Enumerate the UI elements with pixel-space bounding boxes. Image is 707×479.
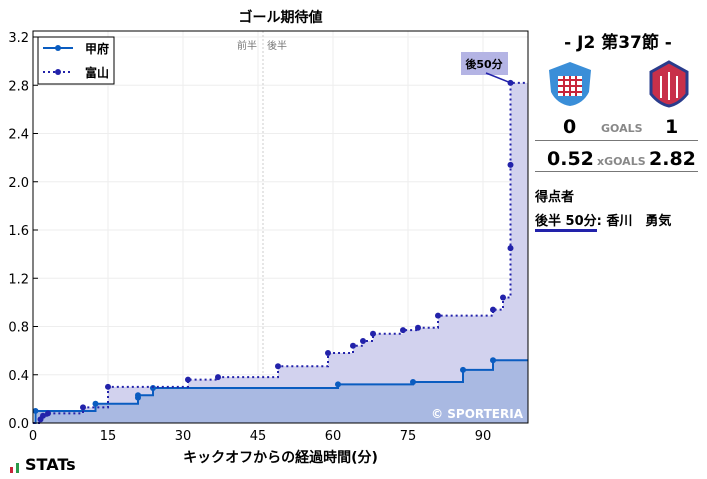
legend-marker bbox=[55, 45, 61, 51]
legend-marker bbox=[55, 69, 61, 75]
data-point bbox=[460, 366, 466, 373]
data-point bbox=[185, 376, 191, 383]
area-富山 bbox=[33, 82, 528, 424]
stats-logo: STATs bbox=[10, 457, 76, 473]
data-point bbox=[400, 327, 406, 334]
xg-label: xGOALS bbox=[597, 155, 646, 168]
data-point bbox=[435, 312, 441, 319]
data-point bbox=[32, 407, 39, 414]
goals-row: 0 GOALS 1 bbox=[535, 114, 698, 141]
data-point bbox=[92, 400, 99, 407]
y-tick-label: 1.2 bbox=[8, 272, 29, 287]
data-point bbox=[370, 330, 376, 337]
data-point bbox=[350, 342, 356, 349]
y-tick-label: 0.0 bbox=[8, 417, 29, 432]
data-point bbox=[215, 374, 221, 381]
data-point bbox=[80, 404, 86, 411]
data-point bbox=[507, 245, 514, 252]
chart-title: ゴール期待値 bbox=[239, 9, 323, 26]
data-point bbox=[135, 392, 141, 399]
y-tick-label: 0.8 bbox=[8, 321, 29, 336]
data-point bbox=[105, 383, 111, 390]
y-tick-label: 2.4 bbox=[8, 128, 29, 143]
goals-label: GOALS bbox=[601, 122, 643, 135]
away-goals: 1 bbox=[665, 116, 679, 138]
first-half-label: 前半 bbox=[237, 39, 257, 52]
xg-row: 0.52 xGOALS 2.82 bbox=[535, 145, 698, 172]
watermark: © SPORTERIA bbox=[431, 407, 524, 421]
data-point bbox=[490, 357, 496, 364]
away-team-crest-icon bbox=[649, 60, 689, 108]
home-goals: 0 bbox=[563, 116, 577, 138]
data-point bbox=[40, 412, 46, 419]
area-甲府 bbox=[33, 360, 528, 423]
second-half-label: 後半 bbox=[267, 39, 287, 52]
scorer-entry: 後半 50分: 香川 勇気 bbox=[535, 210, 672, 232]
legend-label: 富山 bbox=[85, 65, 109, 80]
annotation-arrow bbox=[485, 72, 511, 84]
data-point bbox=[150, 385, 156, 392]
annotation-box bbox=[461, 52, 508, 75]
data-point bbox=[275, 363, 281, 370]
x-axis-label: キックオフからの経過時間(分) bbox=[183, 449, 378, 466]
data-point bbox=[325, 350, 331, 357]
y-tick-label: 3.2 bbox=[8, 31, 29, 46]
scorers-title: 得点者 bbox=[535, 190, 575, 205]
x-tick-label: 0 bbox=[29, 429, 37, 444]
x-tick-label: 90 bbox=[475, 429, 492, 444]
scorer-name: : 香川 勇気 bbox=[596, 214, 672, 229]
legend-label: 甲府 bbox=[85, 41, 109, 56]
x-tick-label: 60 bbox=[325, 429, 342, 444]
data-point bbox=[490, 306, 496, 313]
x-tick-label: 30 bbox=[175, 429, 192, 444]
data-point bbox=[335, 381, 341, 388]
home-team-crest-icon bbox=[549, 62, 591, 106]
away-xg: 2.82 bbox=[649, 148, 696, 170]
legend-box bbox=[37, 36, 115, 85]
data-point bbox=[507, 161, 514, 168]
annotation-label: 後50分 bbox=[465, 57, 502, 71]
scorer-time: 後半 50分 bbox=[535, 214, 597, 232]
data-point bbox=[415, 324, 421, 331]
data-point bbox=[500, 294, 506, 301]
plot-frame bbox=[32, 30, 529, 424]
y-tick-label: 2.8 bbox=[8, 79, 29, 94]
data-point bbox=[45, 410, 51, 417]
y-tick-label: 1.6 bbox=[8, 224, 29, 239]
data-point bbox=[360, 337, 366, 344]
home-xg: 0.52 bbox=[547, 148, 594, 170]
x-tick-label: 15 bbox=[100, 429, 117, 444]
brand-name: STATs bbox=[25, 455, 76, 474]
y-tick-label: 2.0 bbox=[8, 176, 29, 191]
x-tick-label: 45 bbox=[250, 429, 267, 444]
x-tick-label: 75 bbox=[400, 429, 417, 444]
xg-chart: 0 15 30 45 60 75 90 0.0 0.4 0.8 1.2 1.6 2.0 2.4 2.8 3.2… bbox=[8, 9, 529, 466]
data-point bbox=[410, 378, 416, 385]
round-label: - J2 第37節 - bbox=[564, 33, 672, 53]
y-tick-label: 0.4 bbox=[8, 369, 29, 384]
